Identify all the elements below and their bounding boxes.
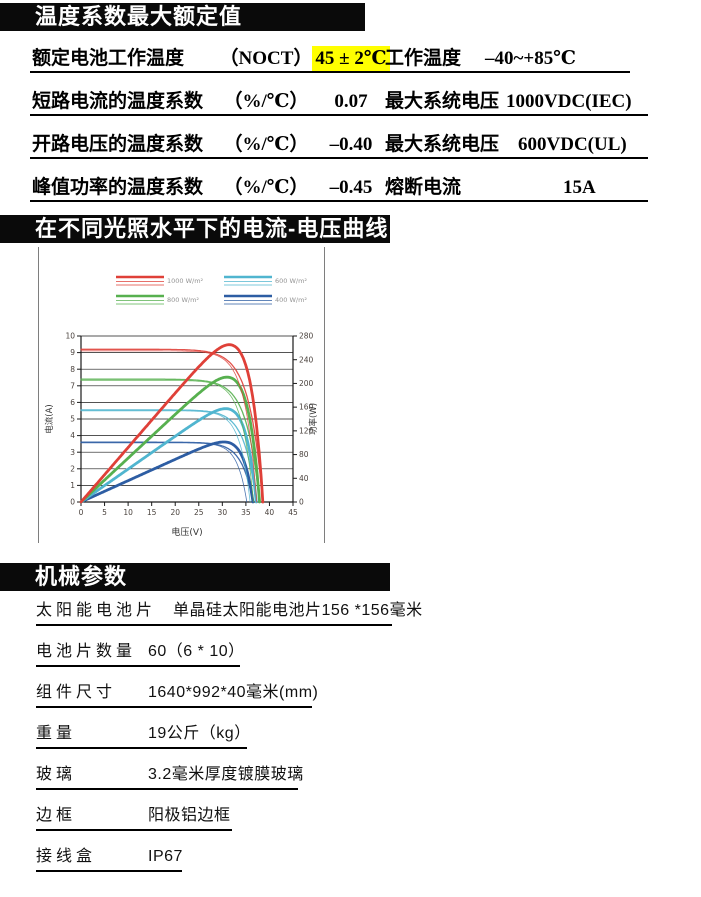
mechanical-label: 太阳能电池片 [36, 602, 157, 619]
ratings-unit: （%/℃） [223, 91, 309, 112]
svg-text:80: 80 [299, 450, 309, 459]
ratings-row: 额定电池工作温度 （NOCT） 45 ± 2℃ 工作温度 –40~+85℃ [30, 46, 630, 73]
mechanical-label: 接线盒 [36, 848, 97, 865]
mechanical-label: 组件尺寸 [36, 684, 117, 701]
ratings-value: –0.40 [329, 134, 373, 155]
ratings-label2: 熔断电流 [385, 177, 462, 198]
ratings-value2: 1000VDC(IEC) [506, 91, 632, 112]
svg-text:400 W/m²: 400 W/m² [275, 296, 307, 304]
mechanical-table: 太阳能电池片 单晶硅太阳能电池片156 *156毫米 电池片数量 60（6 * … [36, 598, 422, 885]
ratings-value: –0.45 [329, 177, 373, 198]
svg-text:25: 25 [194, 508, 204, 517]
mechanical-row: 接线盒 IP67 [36, 844, 182, 872]
mechanical-row: 玻璃 3.2毫米厚度镀膜玻璃 [36, 762, 303, 790]
svg-text:4: 4 [70, 431, 75, 440]
svg-text:6: 6 [70, 398, 75, 407]
svg-text:5: 5 [102, 508, 107, 517]
mechanical-label: 重量 [36, 725, 77, 742]
ratings-value: 0.07 [334, 91, 368, 112]
ratings-row: 开路电压的温度系数 （%/℃） –0.40 最大系统电压 600VDC(UL) [30, 132, 648, 159]
ratings-value2: 600VDC(UL) [518, 134, 627, 155]
svg-text:7: 7 [70, 381, 75, 390]
mechanical-value: 19公斤（kg） [148, 725, 251, 742]
ratings-label2: 最大系统电压 [385, 134, 500, 155]
svg-text:120: 120 [299, 426, 314, 435]
section-title-mechanical: 机械参数 [0, 563, 390, 591]
mechanical-value: 单晶硅太阳能电池片156 *156毫米 [173, 602, 423, 619]
svg-text:40: 40 [265, 508, 275, 517]
svg-text:15: 15 [147, 508, 157, 517]
svg-text:600 W/m²: 600 W/m² [275, 277, 307, 285]
mechanical-row: 重量 19公斤（kg） [36, 721, 250, 749]
mechanical-value: 3.2毫米厚度镀膜玻璃 [148, 766, 304, 783]
mechanical-value: 1640*992*40毫米(mm) [148, 684, 319, 701]
mechanical-label: 边框 [36, 807, 77, 824]
svg-text:35: 35 [241, 508, 251, 517]
svg-text:8: 8 [70, 365, 75, 374]
ratings-label: 短路电流的温度系数 [32, 91, 204, 112]
ratings-value2: –40~+85℃ [485, 48, 576, 69]
svg-text:40: 40 [299, 474, 309, 483]
ratings-unit: （%/℃） [223, 134, 309, 155]
ratings-label: 额定电池工作温度 [32, 48, 185, 69]
mechanical-value: 60（6 * 10） [148, 643, 245, 660]
section-title-iv-curves: 在不同光照水平下的电流-电压曲线 [0, 215, 390, 243]
section-title-ratings: 温度系数最大额定值 [0, 3, 365, 31]
svg-text:800 W/m²: 800 W/m² [167, 296, 199, 304]
mechanical-row: 电池片数量 60（6 * 10） [36, 639, 244, 667]
ratings-label: 开路电压的温度系数 [32, 134, 204, 155]
ratings-label2: 最大系统电压 [385, 91, 500, 112]
svg-text:200: 200 [299, 379, 314, 388]
svg-text:5: 5 [70, 415, 75, 424]
mechanical-label: 玻璃 [36, 766, 77, 783]
ratings-table: 额定电池工作温度 （NOCT） 45 ± 2℃ 工作温度 –40~+85℃ 短路… [30, 46, 648, 218]
ratings-unit: （NOCT） [219, 48, 313, 69]
svg-text:280: 280 [299, 332, 314, 341]
mechanical-value: 阳极铝边框 [148, 807, 231, 824]
iv-pv-curve-chart: 1000 W/m² 800 W/m² 600 W/m² 400 W/m² 0 1 2 3 4 5 6… [38, 247, 325, 543]
svg-text:10: 10 [65, 332, 75, 341]
svg-text:20: 20 [170, 508, 180, 517]
ratings-unit: （%/℃） [223, 177, 309, 198]
svg-text:1: 1 [70, 481, 75, 490]
svg-text:0: 0 [299, 498, 304, 507]
svg-text:0: 0 [70, 498, 75, 507]
ratings-row: 短路电流的温度系数 （%/℃） 0.07 最大系统电压 1000VDC(IEC) [30, 89, 648, 116]
svg-text:30: 30 [218, 508, 228, 517]
mechanical-row: 太阳能电池片 单晶硅太阳能电池片156 *156毫米 [36, 598, 422, 626]
ratings-label: 峰值功率的温度系数 [32, 177, 204, 198]
svg-text:电流(A): 电流(A) [44, 404, 55, 433]
ratings-row: 峰值功率的温度系数 （%/℃） –0.45 熔断电流 15A [30, 175, 648, 202]
svg-text:2: 2 [70, 464, 75, 473]
ratings-value2: 15A [563, 177, 596, 198]
mechanical-label: 电池片数量 [36, 643, 137, 660]
ratings-value: 45 ± 2℃ [312, 46, 390, 71]
svg-text:1000 W/m²: 1000 W/m² [167, 277, 204, 285]
svg-text:10: 10 [123, 508, 133, 517]
mechanical-row: 组件尺寸 1640*992*40毫米(mm) [36, 680, 318, 708]
svg-text:功率(W): 功率(W) [308, 403, 319, 435]
svg-text:45: 45 [288, 508, 298, 517]
svg-text:0: 0 [79, 508, 84, 517]
ratings-label2: 工作温度 [385, 48, 462, 69]
mechanical-row: 边框 阳极铝边框 [36, 803, 232, 831]
svg-text:160: 160 [299, 403, 314, 412]
svg-text:240: 240 [299, 355, 314, 364]
svg-text:9: 9 [70, 348, 75, 357]
svg-text:3: 3 [70, 448, 75, 457]
svg-text:电压(V): 电压(V) [171, 526, 202, 538]
mechanical-value: IP67 [148, 848, 183, 865]
